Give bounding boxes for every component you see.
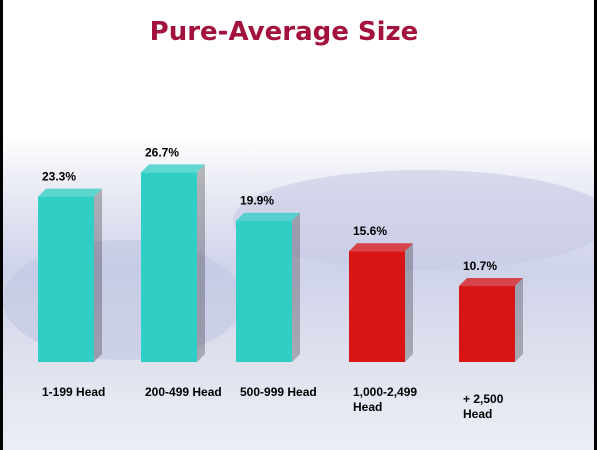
value-label: 19.9% — [240, 194, 274, 208]
value-label: 10.7% — [463, 259, 497, 273]
bar-top — [141, 164, 205, 172]
bar-side — [197, 164, 205, 362]
category-label: 1-199 Head — [42, 385, 127, 400]
category-label: 500-999 Head — [240, 385, 325, 400]
category-label: + 2,500 Head — [463, 392, 518, 422]
bar — [38, 197, 94, 362]
bar-side — [405, 243, 413, 362]
bar — [349, 251, 405, 362]
bar-side — [292, 213, 300, 362]
bar — [141, 172, 197, 362]
bar-side — [94, 189, 102, 362]
bar-side — [515, 278, 523, 362]
value-label: 15.6% — [353, 224, 387, 238]
bar — [236, 221, 292, 362]
category-label: 1,000-2,499 Head — [353, 385, 438, 415]
value-label: 23.3% — [42, 170, 76, 184]
chart: Pure-Average Size 23.3% 26.7% 19.9% 15.6% 10… — [3, 0, 594, 450]
category-label: 200-499 Head — [145, 385, 230, 400]
bar-top — [459, 278, 523, 286]
bar-top — [38, 189, 102, 197]
value-label: 26.7% — [145, 145, 179, 159]
bar — [459, 286, 515, 362]
bar-top — [236, 213, 300, 221]
bar-top — [349, 243, 413, 251]
slide: Pure-Average Size 23.3% 26.7% 19.9% 15.6% 10… — [0, 0, 597, 450]
chart-title: Pure-Average Size — [150, 17, 419, 47]
